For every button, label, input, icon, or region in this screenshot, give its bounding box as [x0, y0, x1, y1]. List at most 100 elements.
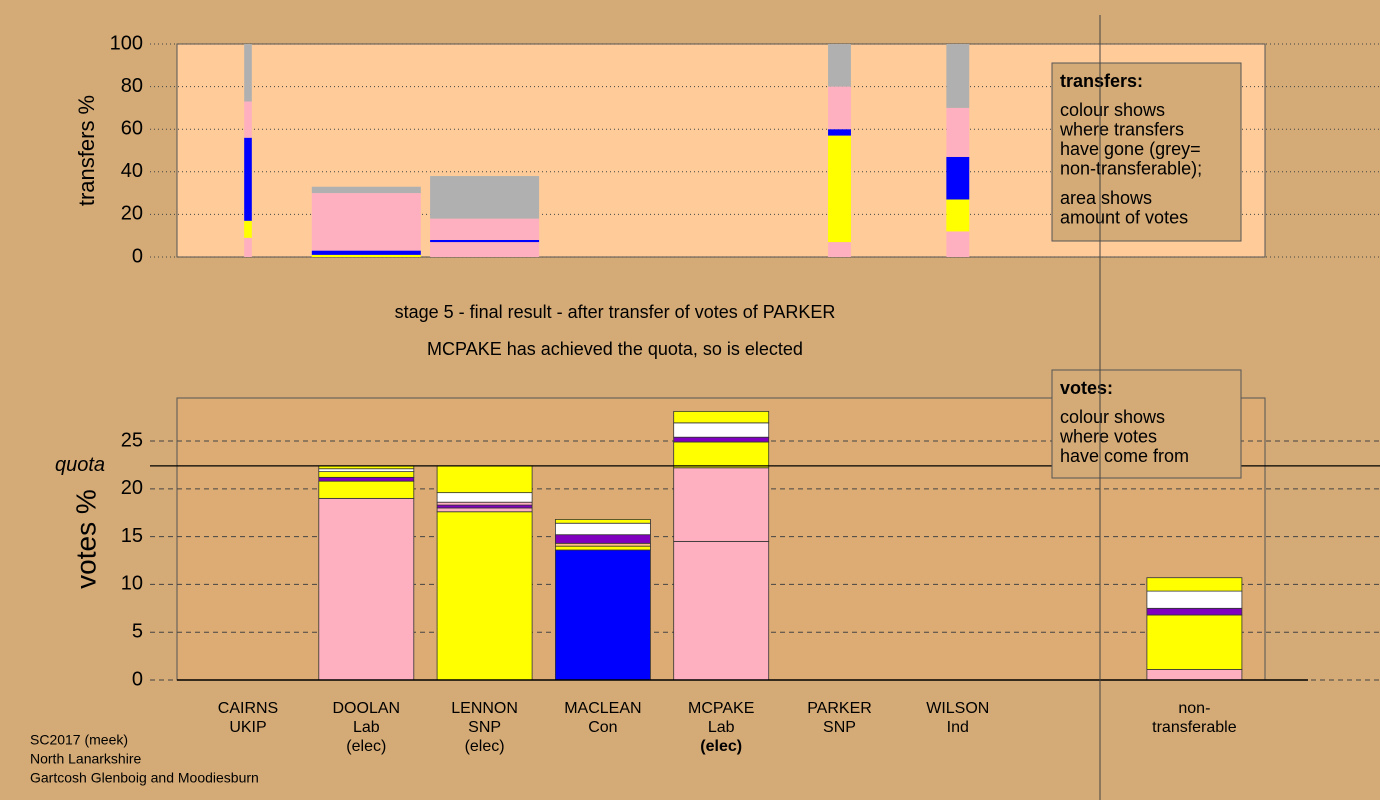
bar-segment [673, 441, 770, 469]
legend-text: where transfers [1059, 119, 1184, 139]
y-tick-label: 0 [132, 245, 143, 267]
legend-text: have gone (grey= [1060, 139, 1201, 159]
x-tick-label: MCPAKE [688, 700, 754, 717]
bar-segment [436, 501, 533, 506]
x-tick-label: Lab [708, 719, 735, 736]
bar-segment [244, 237, 252, 257]
bar-segment [244, 44, 252, 102]
bar-segment [946, 44, 970, 108]
bar-segment [436, 492, 533, 503]
legend-text: area shows [1060, 188, 1152, 208]
x-tick-label: Ind [947, 719, 969, 736]
bar-segment [318, 468, 415, 473]
x-tick-label: SNP [823, 719, 856, 736]
legend-title: transfers: [1060, 71, 1143, 91]
x-tick-label: UKIP [229, 719, 266, 736]
y-tick-label: 80 [121, 75, 143, 97]
x-tick-label: (elec) [346, 738, 386, 755]
result-text: MCPAKE has achieved the quota, so is ele… [427, 339, 803, 359]
bar-segment [311, 193, 421, 251]
bar-segment [244, 220, 252, 238]
x-tick-label: Lab [353, 719, 380, 736]
bar-segment [828, 129, 851, 136]
legend-text: colour shows [1060, 100, 1165, 120]
bar-segment [311, 254, 421, 257]
bar-segment [436, 507, 533, 513]
y-tick-label: 20 [121, 477, 143, 499]
bar-segment [436, 465, 533, 494]
x-tick-label: non- [1178, 700, 1210, 717]
x-tick-label: DOOLAN [333, 700, 401, 717]
bar-segment [555, 534, 651, 544]
bar-segment [555, 519, 651, 524]
bar-segment [1146, 590, 1243, 609]
footer-text: North Lanarkshire [30, 751, 141, 767]
bar-segment [430, 239, 540, 243]
bar-segment [673, 467, 770, 542]
bar-segment [318, 480, 415, 499]
footer-text: SC2017 (meek) [30, 732, 128, 748]
bar-segment [946, 199, 970, 232]
bar-segment [555, 522, 651, 536]
bar-segment [244, 137, 252, 221]
y-tick-label: 5 [132, 620, 143, 642]
x-tick-label: CAIRNS [218, 700, 278, 717]
y-tick-label: 20 [121, 203, 143, 225]
x-tick-label: WILSON [926, 700, 989, 717]
stage-text: stage 5 - final result - after transfer … [395, 302, 836, 322]
y-tick-label: 10 [121, 573, 143, 595]
quota-label: quota [55, 454, 105, 476]
y-tick-label: 40 [121, 160, 143, 182]
legend-text: amount of votes [1060, 207, 1188, 227]
bar-segment [673, 436, 770, 443]
legend-text: where votes [1059, 426, 1157, 446]
bar-segment [318, 476, 415, 482]
y-tick-label: 15 [121, 525, 143, 547]
bar-segment [436, 504, 533, 509]
x-tick-label: (elec) [700, 738, 742, 755]
bar-segment [828, 242, 851, 257]
bar-segment [946, 156, 970, 200]
x-tick-label: transferable [1152, 719, 1237, 736]
bar-segment [244, 101, 252, 138]
legend-text: non-transferable); [1060, 158, 1202, 178]
bar-segment [1146, 614, 1243, 670]
legend-box [1051, 369, 1242, 479]
y-axis-label: votes % [70, 489, 101, 589]
legend-box [1051, 62, 1242, 242]
bar-segment [1146, 669, 1243, 681]
bar-segment [828, 135, 851, 243]
bar-segment [673, 422, 770, 438]
bar-segment [946, 231, 970, 257]
y-axis-label: transfers % [74, 95, 99, 206]
bar-segment [430, 242, 540, 257]
bar-segment [555, 549, 651, 681]
y-tick-label: 100 [110, 32, 143, 54]
bar-segment [828, 86, 851, 130]
y-tick-label: 0 [132, 668, 143, 690]
bar-segment [1146, 607, 1243, 616]
bar-segment [946, 107, 970, 157]
bar-segment [430, 176, 540, 219]
x-tick-label: Con [588, 719, 617, 736]
bar-segment [555, 545, 651, 551]
y-tick-label: 25 [121, 429, 143, 451]
bar-segment [311, 250, 421, 255]
bar-segment [555, 542, 651, 547]
footer-text: Gartcosh Glenboig and Moodiesburn [30, 770, 259, 786]
bar-segment [311, 186, 421, 194]
bar-segment [436, 511, 533, 681]
x-tick-label: (elec) [465, 738, 505, 755]
legend-text: colour shows [1060, 407, 1165, 427]
bar-segment [828, 44, 851, 87]
y-tick-label: 60 [121, 117, 143, 139]
x-tick-label: MACLEAN [564, 700, 641, 717]
bar-segment [430, 218, 540, 240]
legend-title: votes: [1060, 378, 1113, 398]
bar-segment [673, 410, 770, 424]
x-tick-label: SNP [468, 719, 501, 736]
bar-segment [318, 471, 415, 478]
bar-segment [318, 497, 415, 681]
x-tick-label: PARKER [807, 700, 872, 717]
